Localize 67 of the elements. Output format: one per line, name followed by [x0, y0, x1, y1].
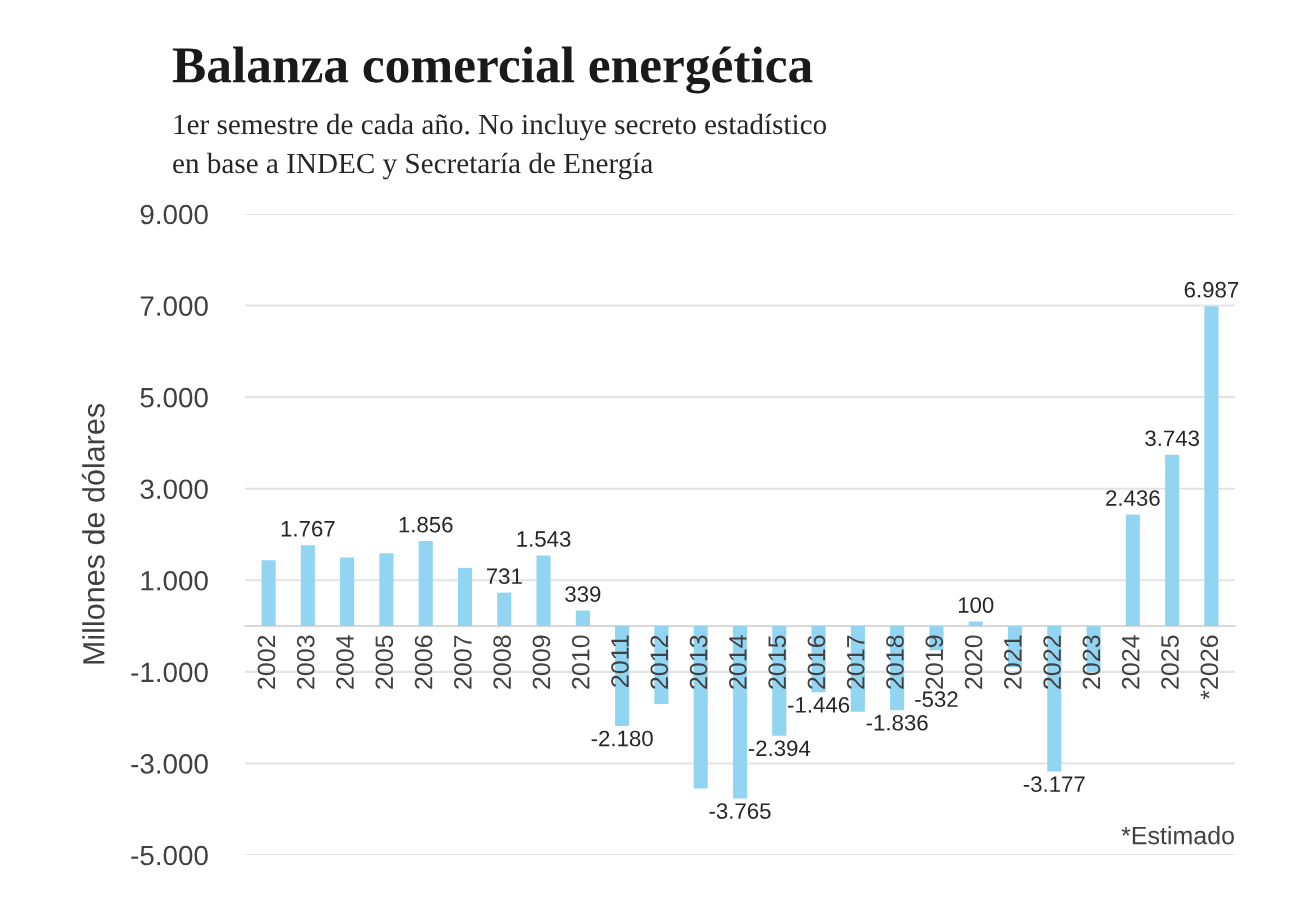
x-tick-label: *2026 [1200, 635, 1219, 700]
y-tick-label: 5.000 [140, 387, 208, 408]
y-axis-title: Millones de dólares [81, 403, 105, 664]
bar [575, 610, 590, 627]
x-tick-label: 2003 [296, 635, 315, 689]
x-tick-label: 2004 [336, 635, 354, 689]
data-label: 339 [565, 586, 601, 602]
data-label: -2.180 [591, 730, 653, 747]
annotation: *Estimado [1121, 826, 1234, 845]
bar [457, 567, 473, 627]
bar [497, 592, 512, 627]
bar [968, 621, 983, 627]
data-label: -3.177 [1023, 776, 1085, 793]
x-tick-label: 2002 [257, 635, 276, 689]
x-tick-label: 2021 [1004, 635, 1022, 689]
x-tick-label: 2005 [375, 635, 394, 689]
x-tick-label: 2023 [1082, 635, 1101, 689]
x-tick-label: 2014 [729, 635, 747, 689]
data-label: -3.765 [709, 803, 771, 819]
chart-title: Balanza comercial energética [172, 46, 813, 94]
data-label: 2.436 [1106, 490, 1160, 506]
text: en base a INDEC y Secretaría de Energía [173, 152, 653, 180]
bar [300, 545, 315, 627]
x-tick-label: 2007 [454, 635, 472, 689]
data-label: -2.394 [748, 740, 811, 757]
x-tick-label: 2022 [1043, 635, 1061, 689]
bar [1125, 514, 1140, 627]
data-label: 3.743 [1145, 430, 1199, 447]
bar [379, 553, 394, 627]
x-tick-label: 2020 [964, 635, 983, 689]
data-label: 1.767 [281, 520, 335, 537]
x-tick-label: 2008 [493, 635, 511, 689]
y-tick-label: -3.000 [131, 754, 208, 774]
y-tick-label: -1.000 [131, 662, 208, 683]
data-label: 6.987 [1184, 281, 1239, 298]
data-label: 1.856 [399, 516, 453, 533]
x-tick-label: 2009 [532, 635, 551, 689]
chart-subtitle: 1er semestre de cada año. No incluye secreto estadístico [174, 113, 827, 141]
x-tick-label: 2012 [650, 635, 669, 689]
bar [1165, 454, 1180, 627]
x-tick-label: 2010 [571, 635, 590, 689]
bar [536, 555, 551, 627]
y-tick-label: 7.000 [140, 296, 208, 316]
y-tick-label: 3.000 [140, 479, 208, 500]
x-tick-label: 2019 [925, 635, 944, 689]
y-tick-label: 1.000 [141, 570, 208, 591]
x-tick-label: 2025 [1161, 635, 1179, 689]
bar [1204, 306, 1219, 627]
x-tick-label: 2016 [807, 635, 826, 689]
x-tick-label: 2018 [886, 635, 904, 689]
bar [340, 557, 355, 627]
data-label: -1.836 [866, 714, 928, 731]
data-label: -1.446 [788, 697, 850, 713]
data-label: -532 [915, 691, 958, 708]
data-label: 1.543 [517, 531, 571, 547]
y-tick-label: 9.000 [140, 204, 208, 225]
x-tick-label: 2013 [689, 635, 708, 689]
bar [418, 541, 433, 627]
x-tick-label: 2017 [846, 635, 865, 689]
data-label: 731 [486, 568, 522, 585]
x-tick-label: 2006 [414, 635, 433, 689]
x-tick-label: 2024 [1121, 635, 1140, 689]
bar [261, 560, 276, 627]
y-tick-label: -5.000 [131, 845, 208, 866]
x-tick-label: 2011 [611, 635, 629, 687]
data-label: 100 [958, 597, 994, 613]
x-tick-label: 2015 [768, 635, 786, 689]
